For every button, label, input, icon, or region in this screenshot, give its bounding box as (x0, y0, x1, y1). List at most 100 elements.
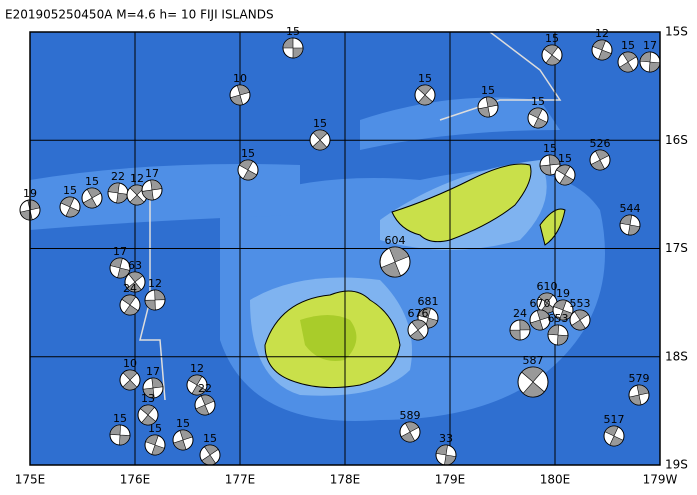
beachball: 610 (536, 280, 558, 314)
ball-quadrant (173, 429, 193, 451)
ball-label: 22 (111, 170, 125, 183)
taveuni (539, 208, 566, 246)
viti-levu-highland (300, 315, 357, 361)
ball-quadrant (195, 394, 215, 416)
ball-quadrant (571, 309, 589, 331)
ball-label: 10 (123, 357, 137, 370)
beachball: 526 (589, 137, 611, 171)
ball-quadrant (109, 257, 131, 279)
ball-quadrant (82, 187, 102, 209)
title: E201905250450A M=4.6 h= 10 FIJI ISLANDS (5, 8, 274, 22)
ball-label: 15 (481, 84, 495, 97)
beachball: 653 (547, 312, 569, 346)
ball-quadrant (409, 319, 427, 341)
ball-label: 17 (145, 167, 159, 180)
longitude-label: 180E (540, 473, 571, 487)
ball-quadrant (592, 39, 612, 61)
ball-quadrant (238, 159, 258, 181)
beachball: 553 (569, 297, 591, 331)
beachball: 17 (109, 245, 131, 279)
ball-label: 17 (643, 39, 657, 52)
ball-quadrant (121, 294, 139, 316)
ball-label: 15 (543, 142, 557, 155)
longitude-label: 179W (643, 473, 678, 487)
longitude-label: 178E (330, 473, 361, 487)
ball-quadrant (60, 196, 80, 218)
beachball: 15 (144, 422, 166, 456)
beachball: 15 (414, 72, 436, 106)
ball-label: 17 (113, 245, 127, 258)
ball-quadrant (556, 164, 574, 186)
beachball: 15 (109, 412, 131, 446)
beachball: 15 (237, 147, 259, 181)
ball-label: 22 (198, 382, 212, 395)
beachball: 15 (539, 142, 561, 176)
beachball: 33 (435, 432, 457, 466)
longitude-label: 175E (15, 473, 46, 487)
ball-quadrant (139, 404, 157, 426)
beachball: 15 (59, 184, 81, 218)
ball-quadrant (142, 377, 164, 399)
beachball: 24 (509, 307, 531, 341)
beachball: 12 (144, 277, 166, 311)
ball-label: 653 (548, 312, 569, 325)
ball-quadrant (145, 434, 165, 456)
ball-label: 526 (590, 137, 611, 150)
ball-label: 553 (570, 297, 591, 310)
ball-quadrant (547, 324, 569, 346)
beachball: 10 (229, 72, 251, 106)
ball-label: 12 (130, 172, 144, 185)
ball-label: 15 (621, 39, 635, 52)
ball-label: 15 (203, 432, 217, 445)
ball-label: 517 (604, 413, 625, 426)
ball-label: 15 (545, 32, 559, 45)
ball-label: 17 (146, 365, 160, 378)
beachball: 10 (119, 357, 141, 391)
ball-label: 604 (385, 234, 406, 247)
ball-label: 610 (537, 280, 558, 293)
beachball: 15 (527, 95, 549, 129)
ball-quadrant (144, 289, 166, 311)
ball-label: 15 (176, 417, 190, 430)
latitude-label: 16S (665, 133, 688, 147)
boundary (139, 195, 166, 401)
ball-label: 12 (595, 27, 609, 40)
ball-label: 681 (418, 295, 439, 308)
ball-quadrant (109, 424, 131, 446)
ball-label: 19 (556, 287, 570, 300)
beachball: 15 (617, 39, 639, 73)
beachball: 15 (541, 32, 563, 66)
beachball: 19 (552, 287, 574, 321)
ball-label: 15 (113, 412, 127, 425)
ball-quadrant (187, 374, 207, 396)
ball-label: 24 (123, 282, 137, 295)
ball-quadrant (509, 319, 531, 341)
beachball: 12 (591, 27, 613, 61)
beachball: 589 (399, 409, 421, 443)
beachball: 544 (619, 202, 641, 236)
ball-label: 15 (313, 117, 327, 130)
ball-quadrant (380, 246, 410, 278)
ball-quadrant (126, 271, 144, 293)
ball-quadrant (122, 369, 138, 391)
vanua-levu (391, 163, 532, 243)
ball-quadrant (141, 179, 163, 201)
ball-label: 587 (523, 354, 544, 367)
ball-quadrant (417, 84, 433, 106)
beachball: 579 (628, 372, 650, 406)
ball-label: 15 (148, 422, 162, 435)
latitude-label: 15S (665, 25, 688, 39)
ball-quadrant (19, 199, 41, 221)
ball-label: 10 (233, 72, 247, 85)
latitude-label: 17S (665, 241, 688, 255)
beachball: 517 (603, 413, 625, 447)
ball-label: 589 (400, 409, 421, 422)
beachball: 22 (194, 382, 216, 416)
beachball: 13 (137, 392, 159, 426)
ball-quadrant (477, 96, 499, 118)
beachball: 63 (124, 259, 146, 293)
ball-label: 544 (620, 202, 641, 215)
ball-quadrant (530, 309, 550, 331)
